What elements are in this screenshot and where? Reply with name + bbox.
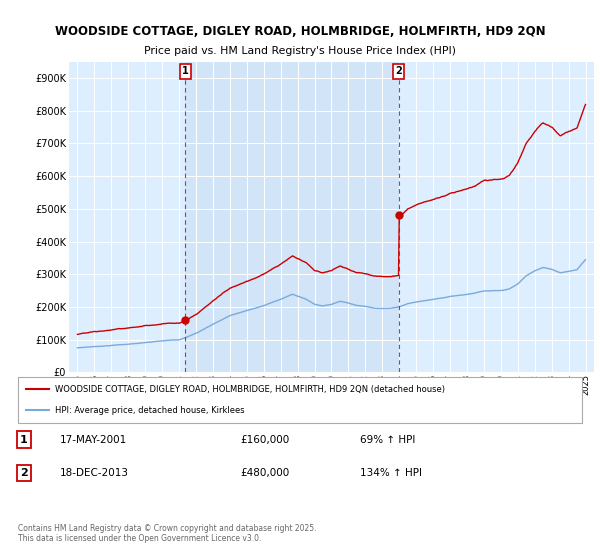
Text: 18-DEC-2013: 18-DEC-2013 xyxy=(60,468,129,478)
Text: 2: 2 xyxy=(395,67,402,76)
FancyBboxPatch shape xyxy=(18,377,582,423)
Bar xyxy=(185,62,398,372)
Text: 1: 1 xyxy=(20,435,28,445)
Text: Contains HM Land Registry data © Crown copyright and database right 2025.
This d: Contains HM Land Registry data © Crown c… xyxy=(18,524,317,543)
Text: WOODSIDE COTTAGE, DIGLEY ROAD, HOLMBRIDGE, HOLMFIRTH, HD9 2QN: WOODSIDE COTTAGE, DIGLEY ROAD, HOLMBRIDG… xyxy=(55,25,545,38)
Text: Price paid vs. HM Land Registry's House Price Index (HPI): Price paid vs. HM Land Registry's House … xyxy=(144,46,456,56)
Text: WOODSIDE COTTAGE, DIGLEY ROAD, HOLMBRIDGE, HOLMFIRTH, HD9 2QN (detached house): WOODSIDE COTTAGE, DIGLEY ROAD, HOLMBRIDG… xyxy=(55,385,445,394)
Text: HPI: Average price, detached house, Kirklees: HPI: Average price, detached house, Kirk… xyxy=(55,406,244,415)
Text: 17-MAY-2001: 17-MAY-2001 xyxy=(60,435,127,445)
Text: £160,000: £160,000 xyxy=(240,435,289,445)
Text: 1: 1 xyxy=(182,67,189,76)
Text: 134% ↑ HPI: 134% ↑ HPI xyxy=(360,468,422,478)
Text: 69% ↑ HPI: 69% ↑ HPI xyxy=(360,435,415,445)
Text: 2: 2 xyxy=(20,468,28,478)
Text: £480,000: £480,000 xyxy=(240,468,289,478)
